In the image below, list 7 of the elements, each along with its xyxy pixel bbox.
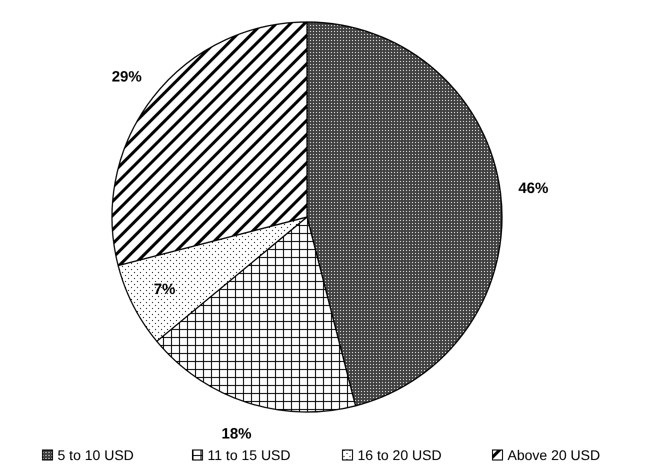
legend-label: 16 to 20 USD	[358, 447, 442, 463]
legend-label: 11 to 15 USD	[208, 447, 291, 463]
legend-label: Above 20 USD	[508, 447, 600, 463]
legend-label: 5 to 10 USD	[58, 447, 134, 463]
data-label: 18%	[221, 425, 252, 442]
data-label: 29%	[112, 68, 142, 86]
data-label: 46%	[518, 180, 548, 197]
